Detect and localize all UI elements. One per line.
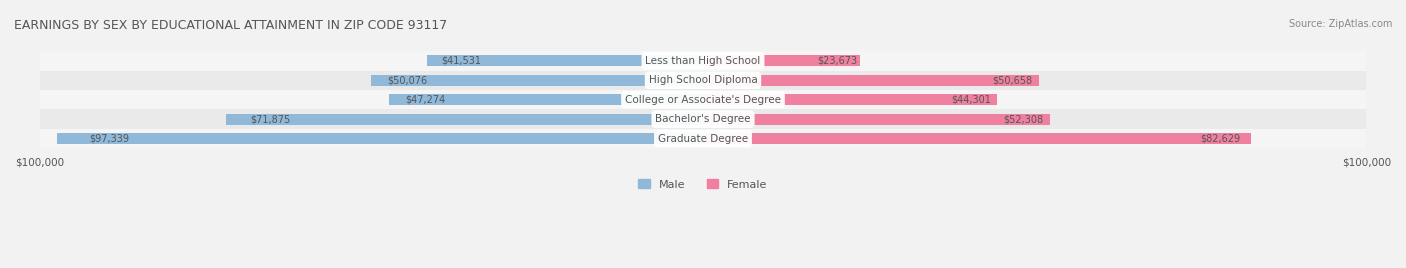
Text: $47,274: $47,274 (405, 95, 446, 105)
Bar (39, 51, 1367, 70)
Text: EARNINGS BY SEX BY EDUCATIONAL ATTAINMENT IN ZIP CODE 93117: EARNINGS BY SEX BY EDUCATIONAL ATTAINMEN… (14, 19, 447, 32)
Bar (39, 129, 1367, 148)
Bar (703, 94, 997, 105)
Text: College or Associate's Degree: College or Associate's Degree (626, 95, 780, 105)
Text: Bachelor's Degree: Bachelor's Degree (655, 114, 751, 124)
Text: High School Diploma: High School Diploma (648, 75, 758, 85)
Text: $44,301: $44,301 (950, 95, 991, 105)
Text: $82,629: $82,629 (1201, 134, 1240, 144)
Bar (39, 90, 1367, 109)
Text: Source: ZipAtlas.com: Source: ZipAtlas.com (1288, 19, 1392, 29)
Text: $23,673: $23,673 (817, 56, 856, 66)
Text: $50,076: $50,076 (388, 75, 427, 85)
Bar (703, 114, 1050, 125)
Text: $52,308: $52,308 (1002, 114, 1043, 124)
Bar (39, 70, 1367, 90)
Bar (703, 133, 1251, 144)
Bar (703, 75, 1039, 85)
Legend: Male, Female: Male, Female (634, 175, 772, 194)
Text: $71,875: $71,875 (250, 114, 290, 124)
Bar (427, 55, 703, 66)
Text: $41,531: $41,531 (441, 56, 481, 66)
Bar (58, 133, 703, 144)
Bar (226, 114, 703, 125)
Text: Less than High School: Less than High School (645, 56, 761, 66)
Bar (389, 94, 703, 105)
Text: Graduate Degree: Graduate Degree (658, 134, 748, 144)
Text: $50,658: $50,658 (993, 75, 1032, 85)
Text: $97,339: $97,339 (90, 134, 129, 144)
Bar (371, 75, 703, 85)
Bar (39, 109, 1367, 129)
Bar (703, 55, 860, 66)
